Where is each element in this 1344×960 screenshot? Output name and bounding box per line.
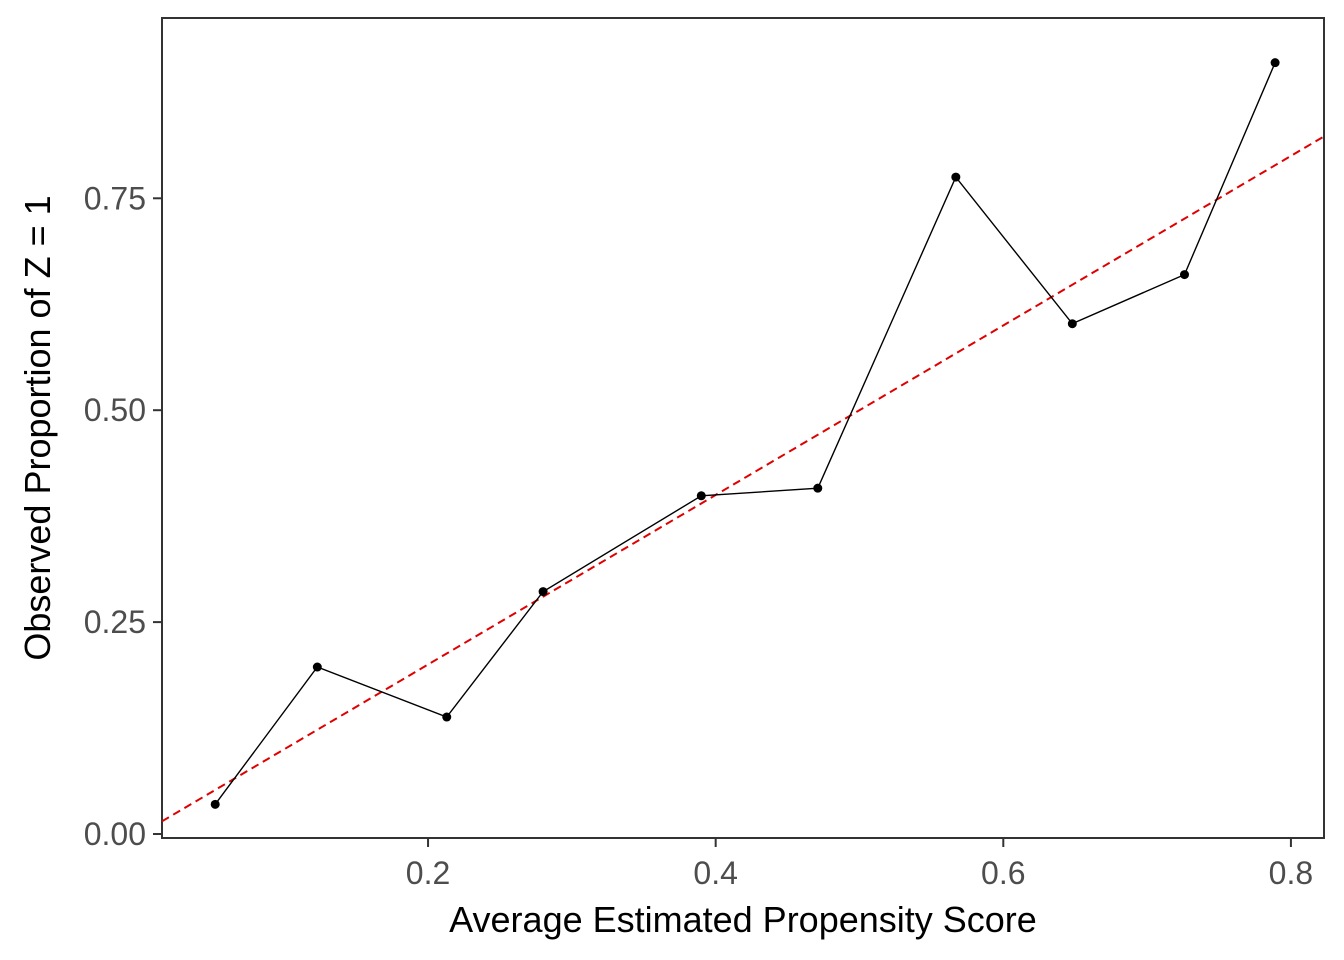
reference-line <box>161 135 1325 823</box>
data-point <box>1180 270 1190 280</box>
data-point <box>951 172 961 182</box>
data-point <box>312 662 322 672</box>
x-tick-label: 0.8 <box>1269 855 1313 891</box>
x-axis-title: Average Estimated Propensity Score <box>449 899 1037 940</box>
y-tick-label: 0.00 <box>84 816 146 852</box>
y-tick-label: 0.25 <box>84 604 146 640</box>
y-tick-label: 0.50 <box>84 392 146 428</box>
y-tick-label: 0.75 <box>84 180 146 216</box>
x-tick-label: 0.4 <box>693 855 737 891</box>
data-point <box>442 712 452 722</box>
x-tick-label: 0.6 <box>981 855 1025 891</box>
y-axis-title: Observed Proportion of Z = 1 <box>17 195 58 660</box>
series-layer <box>210 58 1280 809</box>
x-tick-label: 0.2 <box>406 855 450 891</box>
data-point <box>696 491 706 501</box>
data-point <box>813 483 823 493</box>
panel-border <box>161 17 1325 839</box>
y-axis: 0.00 0.25 0.50 0.75 <box>84 180 162 852</box>
reference-line-layer <box>161 135 1325 823</box>
data-point <box>1270 58 1280 68</box>
series-line <box>214 62 1276 805</box>
data-point <box>1067 319 1077 329</box>
data-point <box>210 799 220 809</box>
x-axis: 0.2 0.4 0.6 0.8 <box>406 838 1313 891</box>
data-point <box>538 587 548 597</box>
